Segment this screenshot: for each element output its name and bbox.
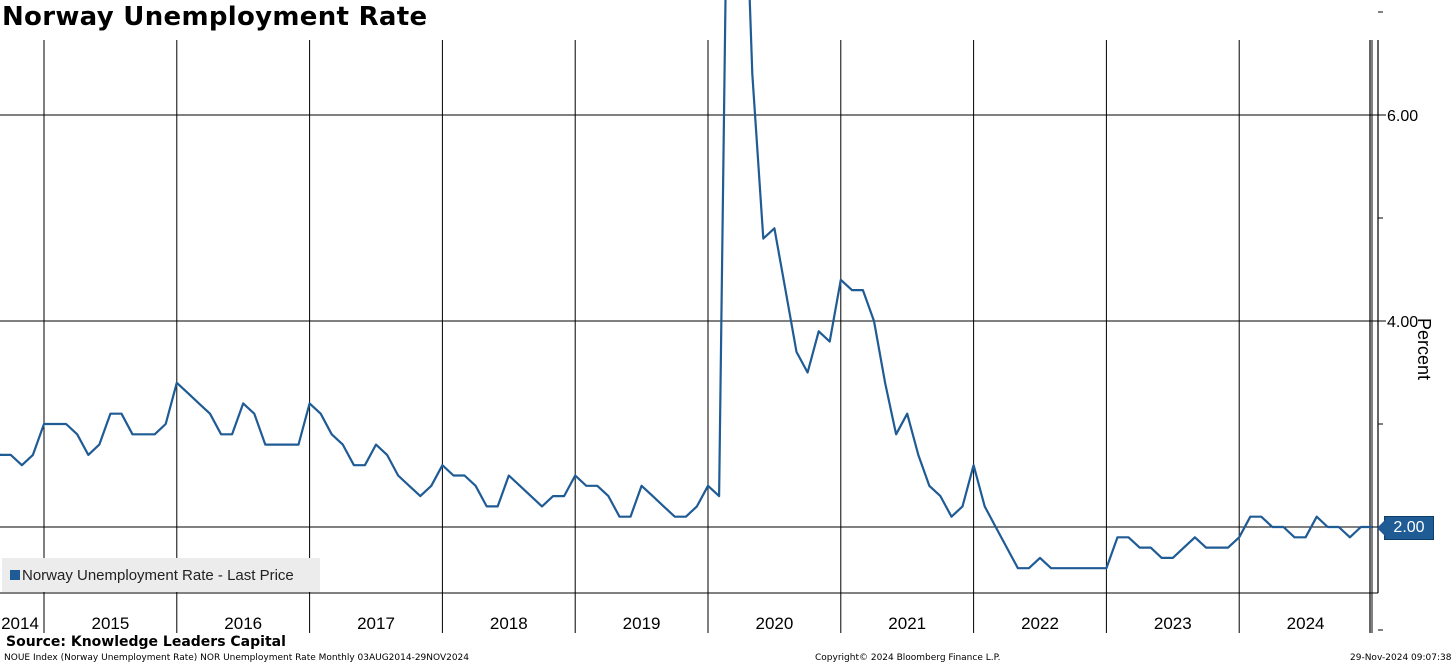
y-axis-tick-labels: 4.006.008.0010.00 (1387, 108, 1418, 331)
axis (0, 11, 1386, 631)
x-axis-labels: 2014 2015 2016 2017 2018 2019 2020 2021 2022 2023… (1, 614, 1324, 633)
x-year-label-2018: 2018 (490, 614, 528, 633)
x-year-label-2024: 2024 (1287, 614, 1325, 633)
legend: Norway Unemployment Rate - Last Price (2, 558, 320, 592)
footer-timestamp: 29-Nov-2024 09:07:38 (1350, 653, 1452, 663)
y-axis-label: Percent (1414, 318, 1434, 381)
x-year-label-2014: 2014 (1, 614, 39, 633)
footer-series-info: NOUE Index (Norway Unemployment Rate) NO… (4, 653, 470, 663)
source-note: Source: Knowledge Leaders Capital (6, 634, 286, 650)
x-year-label-2020: 2020 (755, 614, 793, 633)
y-tick-label-4.00: 4.00 (1387, 314, 1418, 331)
legend-label: Norway Unemployment Rate - Last Price (22, 566, 294, 584)
x-year-label-2017: 2017 (357, 614, 395, 633)
x-year-label-2016: 2016 (224, 614, 262, 633)
y-tick-label-6.00: 6.00 (1387, 108, 1418, 125)
last-value-badge: 2.00 (1377, 516, 1434, 540)
series-line (0, 0, 1372, 570)
chart-title: Norway Unemployment Rate (2, 2, 428, 32)
x-year-label-2023: 2023 (1154, 614, 1192, 633)
x-year-label-2015: 2015 (91, 614, 129, 633)
footer-copyright: Copyright© 2024 Bloomberg Finance L.P. (815, 653, 1001, 663)
x-year-label-2019: 2019 (623, 614, 661, 633)
x-year-label-2022: 2022 (1021, 614, 1059, 633)
grid-lines (0, 40, 1378, 633)
x-year-label-2021: 2021 (888, 614, 926, 633)
legend-swatch (10, 570, 20, 580)
